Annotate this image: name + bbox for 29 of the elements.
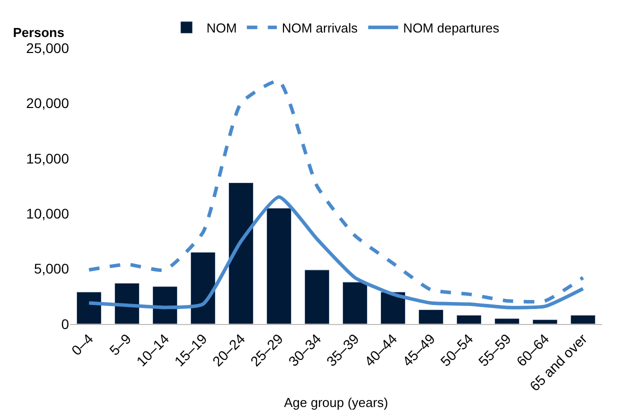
legend-label: NOM departures [403,20,500,36]
y-tick-label: 20,000 [26,95,70,112]
bar [114,282,140,324]
bar [532,319,558,324]
bar [266,208,292,324]
y-tick-label: 25,000 [26,40,70,56]
y-tick-label: 5,000 [34,260,70,277]
legend-label: NOM arrivals [282,20,358,36]
bar [76,292,102,324]
line-series [87,195,585,310]
bar [228,182,254,324]
bar [418,309,444,324]
bar [570,314,596,324]
bar [190,252,216,324]
bar [380,292,406,324]
bar [456,314,482,324]
bar [342,282,368,324]
bar [494,318,520,324]
y-tick-label: 0 [61,316,70,332]
x-axis-title: Age group (years) [284,394,388,410]
x-tick-label: 0–4 [68,330,96,358]
x-tick-label: 5–9 [106,330,134,358]
y-tick-label: 15,000 [26,150,70,166]
line-series [87,79,585,304]
bar [304,270,330,324]
bar [152,286,178,324]
y-tick-label: 10,000 [26,206,70,222]
y-axis-title: Persons [13,25,64,40]
legend-label: NOM [206,20,237,36]
